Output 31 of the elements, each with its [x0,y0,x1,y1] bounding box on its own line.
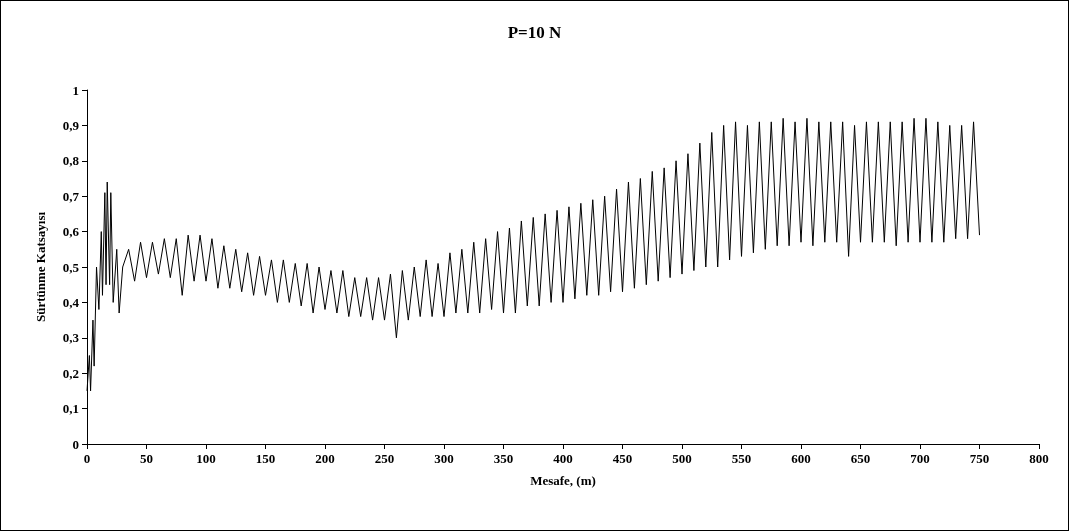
y-tick-label: 0,2 [62,365,79,381]
x-tick-label: 250 [374,451,395,466]
x-tick-label: 300 [434,451,454,466]
x-tick-label: 550 [731,451,752,466]
x-tick-label: 200 [315,451,335,466]
x-tick-label: 600 [791,451,811,466]
x-tick-label: 0 [83,451,91,466]
x-tick-label: 350 [493,451,514,466]
x-tick-label: 700 [910,451,930,466]
y-tick-label: 0,6 [62,224,80,240]
y-tick-label: 1 [72,82,79,98]
x-tick-label: 650 [850,451,871,466]
x-tick-label: 150 [255,451,276,466]
chart-title: P=10 N [507,23,563,42]
x-tick-label: 750 [969,451,990,466]
y-tick-label: 0 [72,436,79,452]
x-tick-label: 450 [612,451,633,466]
y-tick-label: 0,1 [62,401,79,417]
y-tick-label: 0,5 [62,259,80,275]
y-tick-label: 0,4 [62,294,80,310]
x-axis-title: Mesafe, (m) [530,473,596,488]
x-tick-label: 50 [140,451,153,466]
y-tick-label: 0,3 [62,330,80,346]
y-tick-label: 0,8 [62,153,80,169]
x-tick-label: 100 [196,451,216,466]
x-tick-label: 500 [672,451,692,466]
x-tick-label: 400 [553,451,573,466]
x-tick-label: 800 [1029,451,1049,466]
y-axis-title: Sürtünme Katsayısı [33,211,48,323]
y-tick-label: 0,7 [62,188,80,204]
y-tick-label: 0,9 [62,117,80,133]
